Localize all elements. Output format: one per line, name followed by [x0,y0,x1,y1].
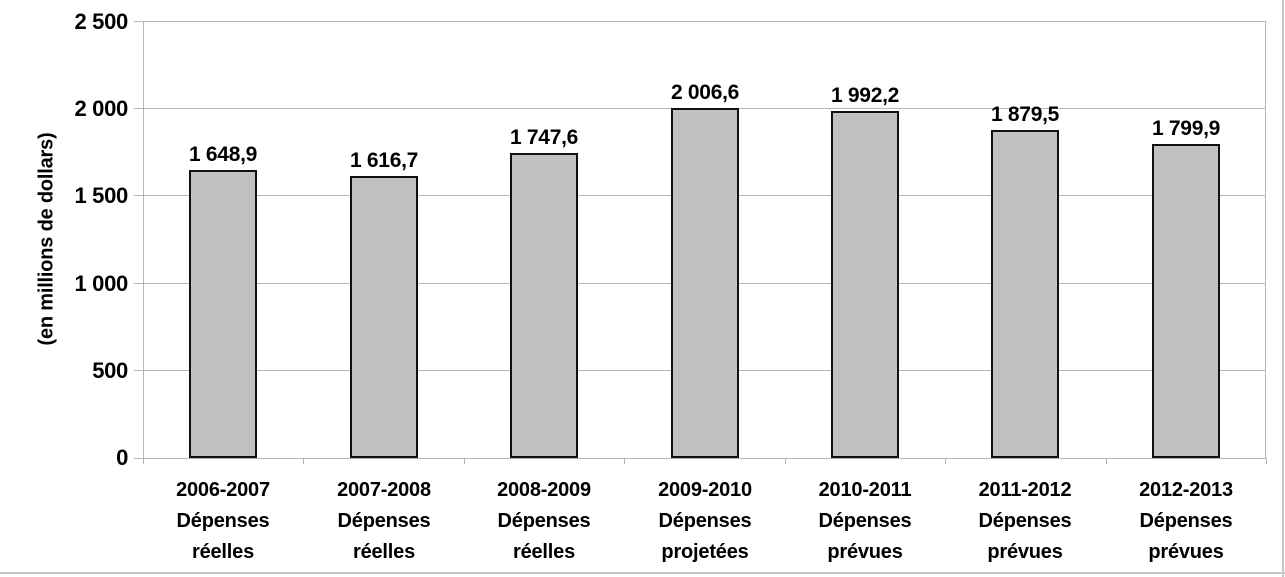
y-tick-label: 0 [116,445,128,470]
bar-value-label: 1 747,6 [510,126,578,149]
y-tick-mark [134,369,143,371]
x-category-label: 2007-2008 Dépenses réelles [299,475,469,568]
x-category-line: 2010-2011 [818,479,912,501]
x-category-line: 2007-2008 [337,479,431,501]
x-category-line: Dépenses [1139,510,1233,532]
x-category-label: 2010-2011 Dépenses prévues [780,475,950,568]
x-category-line: 2012-2013 [1139,479,1233,501]
bar-value-label: 1 879,5 [991,103,1059,126]
page-right-border [1282,0,1284,577]
y-tick-mark [134,21,143,22]
x-category-line: 2011-2012 [978,479,1072,501]
x-category-line: Dépenses [497,510,591,532]
x-category-line: réelles [353,541,415,563]
x-category-line: réelles [513,541,575,563]
bar [510,153,578,458]
bar [991,130,1059,458]
y-tick-mark [134,195,143,197]
gridline-2500 [143,21,1266,22]
bar [831,111,899,458]
bar-value-label: 1 799,9 [1152,117,1220,140]
bar-value-label: 2 006,6 [671,81,739,104]
bar-value-label: 1 648,9 [189,143,257,166]
y-tick-mark [134,108,143,110]
x-category-label: 2011-2012 Dépenses prévues [940,475,1110,568]
x-tick-mark [303,458,305,464]
bar [671,108,739,458]
x-category-line: 2006-2007 [176,479,270,501]
x-category-line: 2009-2010 [658,479,752,501]
y-axis-line [143,22,144,458]
y-tick-label: 1 000 [74,270,128,296]
x-tick-mark [1266,458,1267,464]
bar-value-label: 1 616,7 [350,149,418,172]
x-category-label: 2012-2013 Dépenses prévues [1101,475,1271,568]
x-category-label: 2008-2009 Dépenses réelles [459,475,629,568]
x-category-line: Dépenses [818,510,912,532]
y-axis-title: (en millions de dollars) [35,132,58,346]
gridline-0 [143,458,1266,459]
x-category-line: projetées [661,541,749,563]
x-category-line: 2008-2009 [497,479,591,501]
x-tick-mark [624,458,626,464]
plot-area: 1 648,9 1 616,7 1 747,6 2 006,6 1 992,2 1 879… [143,21,1266,459]
x-tick-mark [784,458,786,464]
y-tick-label: 2 000 [74,96,128,122]
x-category-line: Dépenses [176,510,270,532]
y-tick-label: 2 500 [74,9,128,34]
y-tick-label: 500 [92,357,128,383]
page-bottom-border [0,572,1285,574]
x-category-line: prévues [987,541,1063,563]
x-tick-mark [1105,458,1107,464]
x-category-line: réelles [192,541,254,563]
bar [350,176,418,458]
x-category-line: prévues [1148,541,1224,563]
bar [189,170,257,458]
x-category-line: Dépenses [978,510,1072,532]
x-category-line: prévues [827,541,903,563]
y-tick-label: 1 500 [74,183,128,209]
x-tick-mark [463,458,465,464]
x-tick-mark [945,458,947,464]
x-category-line: Dépenses [658,510,752,532]
plot-right-border [1265,22,1266,458]
x-category-label: 2006-2007 Dépenses réelles [138,475,308,568]
y-tick-mark [134,282,143,284]
x-category-label: 2009-2010 Dépenses projetées [620,475,790,568]
y-tick-mark [134,458,143,459]
bar-value-label: 1 992,2 [831,84,899,107]
bar [1152,144,1220,458]
x-category-line: Dépenses [337,510,431,532]
x-tick-mark [143,458,144,464]
